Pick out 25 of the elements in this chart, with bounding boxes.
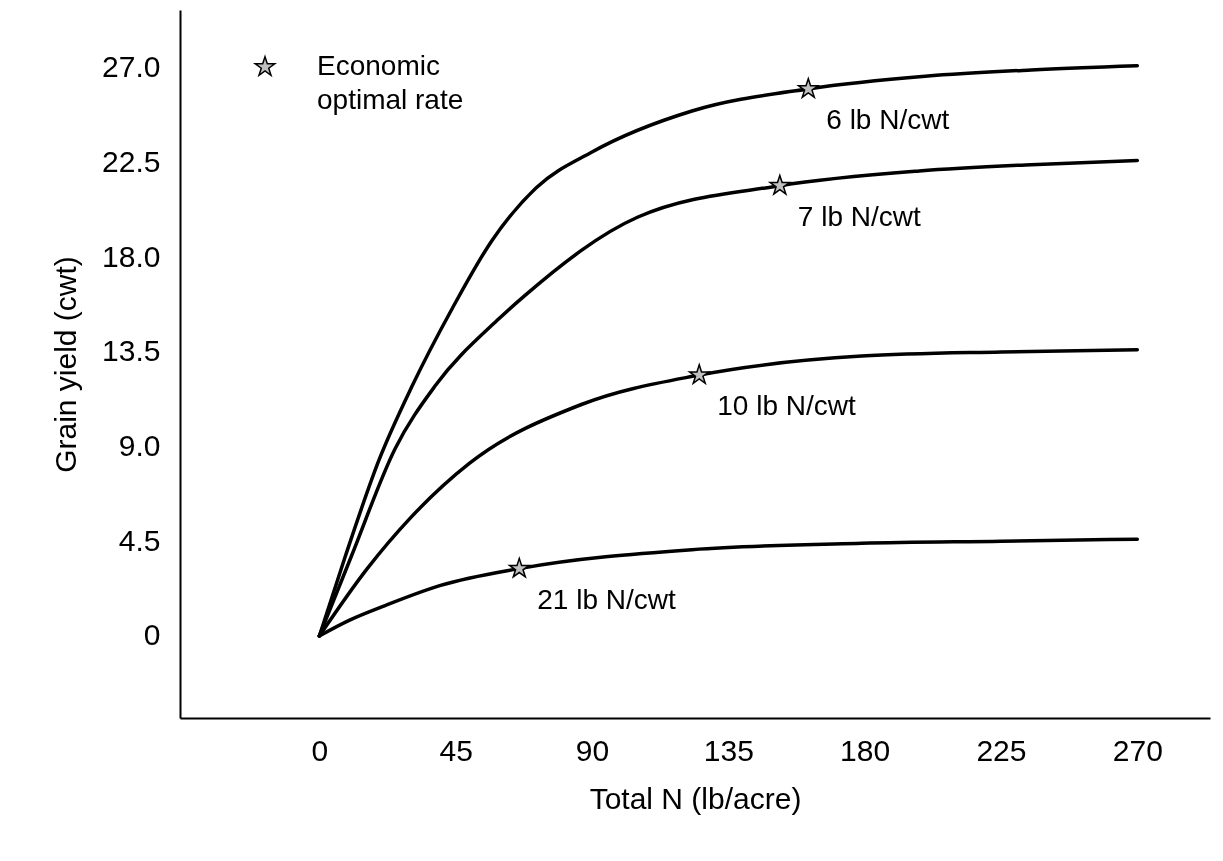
x-tick-label: 135 bbox=[703, 733, 754, 767]
annotation: 10 lb N/cwt bbox=[717, 390, 856, 422]
legend-label: Economic optimal rate bbox=[317, 50, 464, 115]
x-tick-label: 270 bbox=[1112, 733, 1163, 767]
y-tick-label: 9.0 bbox=[118, 429, 161, 463]
point bbox=[688, 364, 710, 385]
point bbox=[797, 77, 819, 98]
y-tick-label: 13.5 bbox=[102, 334, 161, 368]
x-tick-label: 225 bbox=[976, 733, 1027, 767]
y-tick-label: 4.5 bbox=[118, 523, 161, 557]
y-tick-label: 0 bbox=[143, 618, 161, 652]
x-tick-label: 0 bbox=[311, 733, 329, 767]
point bbox=[508, 557, 530, 578]
y-tick-label: 27.0 bbox=[102, 50, 161, 84]
y-axis-title: Grain yield (cwt) bbox=[49, 256, 83, 473]
annotation: 21 lb N/cwt bbox=[537, 583, 677, 615]
x-axis-title: Total N (lb/acre) bbox=[589, 781, 802, 815]
annotation: 7 lb N/cwt bbox=[797, 200, 921, 232]
y-tick-label: 18.0 bbox=[102, 239, 161, 273]
x-tick-label: 180 bbox=[840, 733, 891, 767]
x-tick-label: 90 bbox=[575, 733, 610, 767]
x-tick-label: 45 bbox=[439, 733, 473, 767]
point bbox=[769, 174, 791, 195]
y-tick-label: 22.5 bbox=[102, 145, 161, 179]
annotation: 6 lb N/cwt bbox=[826, 103, 950, 135]
